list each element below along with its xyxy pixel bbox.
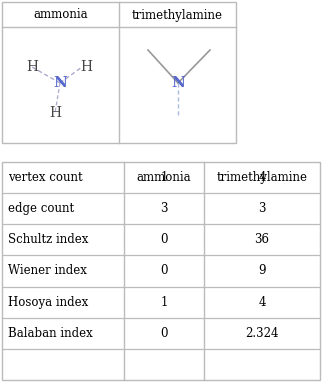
Text: 1: 1: [160, 171, 168, 184]
Text: vertex count: vertex count: [8, 171, 82, 184]
Text: 4: 4: [258, 171, 266, 184]
Text: 0: 0: [160, 264, 168, 277]
Text: H: H: [80, 60, 92, 74]
Text: 0: 0: [160, 327, 168, 340]
Text: edge count: edge count: [8, 202, 74, 215]
Text: 2.324: 2.324: [245, 327, 279, 340]
Text: H: H: [49, 106, 61, 120]
Text: 36: 36: [255, 233, 270, 246]
Text: H: H: [26, 60, 38, 74]
Bar: [2, 2, 236, 143]
Text: Balaban index: Balaban index: [8, 327, 93, 340]
Text: ammonia: ammonia: [33, 8, 88, 21]
Text: trimethylamine: trimethylamine: [132, 8, 223, 21]
Text: 9: 9: [258, 264, 266, 277]
Text: 3: 3: [160, 202, 168, 215]
Text: trimethylamine: trimethylamine: [216, 171, 307, 184]
Text: Hosoya index: Hosoya index: [8, 296, 88, 309]
Text: ammonia: ammonia: [137, 171, 191, 184]
Text: Schultz index: Schultz index: [8, 233, 88, 246]
Text: 4: 4: [258, 296, 266, 309]
Text: Wiener index: Wiener index: [8, 264, 87, 277]
Text: N: N: [53, 76, 67, 90]
Text: 0: 0: [160, 233, 168, 246]
Text: N: N: [171, 76, 185, 90]
Text: 3: 3: [258, 202, 266, 215]
Text: 1: 1: [160, 296, 168, 309]
